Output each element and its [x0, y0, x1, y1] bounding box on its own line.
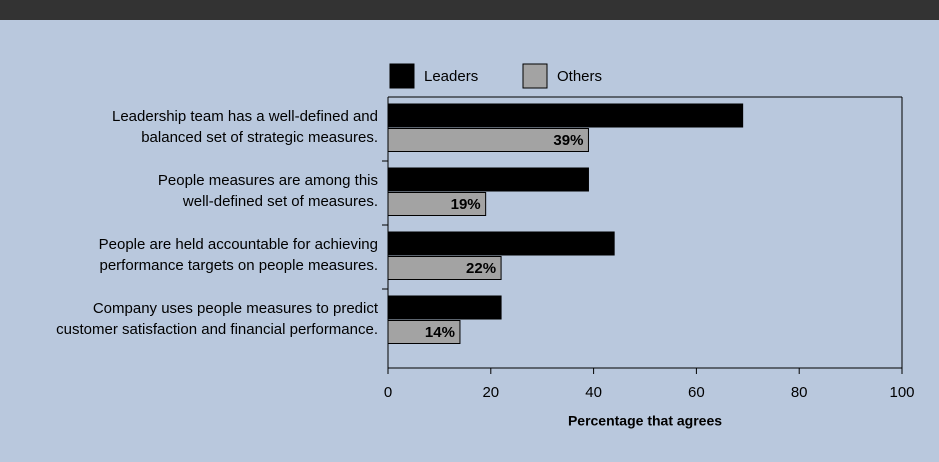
value-label: 22%	[466, 299, 496, 316]
x-tick-label: 20	[482, 384, 499, 401]
y-tick-label: performance targets on people measures.	[100, 257, 379, 274]
x-tick-label: 80	[791, 384, 808, 401]
y-tick-label: Leadership team has a well-defined and	[112, 108, 378, 125]
value-label: 69%	[708, 107, 738, 124]
y-tick-label: well-defined set of measures.	[182, 193, 378, 210]
value-label: 44%	[579, 235, 609, 252]
value-label: 39%	[553, 132, 583, 149]
value-label: 14%	[425, 324, 455, 341]
x-axis-title: Percentage that agrees	[568, 413, 722, 429]
bar	[387, 295, 502, 320]
legend-swatch	[522, 63, 548, 89]
top-band	[0, 0, 939, 20]
bar	[387, 256, 502, 280]
x-tick-label: 0	[384, 384, 392, 401]
legend-swatch	[389, 63, 415, 89]
value-label: 19%	[451, 196, 481, 213]
y-tick-label: Company uses people measures to predict	[93, 300, 379, 317]
x-tick-label: 40	[585, 384, 602, 401]
bar	[387, 231, 615, 256]
x-tick-label: 100	[889, 384, 914, 401]
y-tick-label: customer satisfaction and financial perf…	[56, 321, 378, 338]
bar	[387, 320, 461, 344]
legend-label: Leaders	[424, 68, 478, 85]
y-tick-label: balanced set of strategic measures.	[141, 129, 378, 146]
x-tick-label: 60	[688, 384, 705, 401]
value-label: 39%	[553, 171, 583, 188]
bar	[387, 128, 589, 152]
value-label: 22%	[466, 260, 496, 277]
bar	[387, 103, 744, 128]
y-tick-label: People measures are among this	[158, 172, 378, 189]
bar	[387, 167, 589, 192]
bar	[387, 192, 487, 216]
legend-label: Others	[557, 68, 602, 85]
y-tick-label: People are held accountable for achievin…	[99, 236, 378, 253]
